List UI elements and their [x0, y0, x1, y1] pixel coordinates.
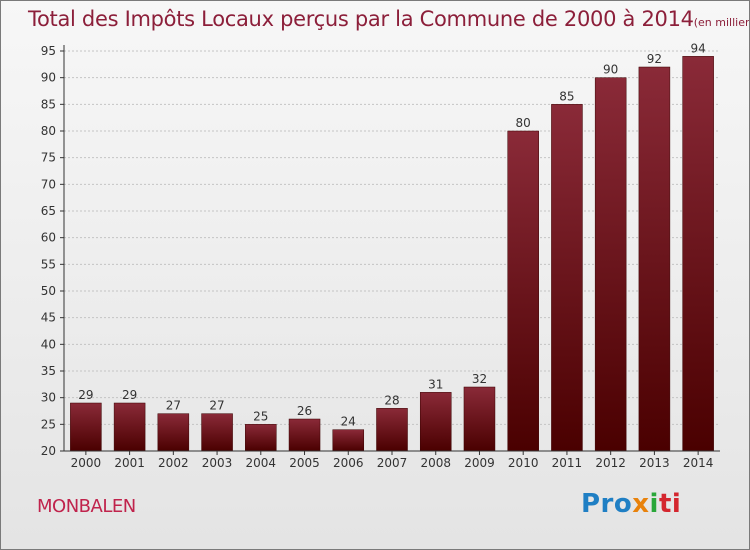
x-tick-label: 2010: [508, 456, 539, 470]
data-label: 94: [690, 41, 705, 55]
x-tick-label: 2001: [114, 456, 145, 470]
bar-2000: [70, 402, 102, 452]
y-tick-label: 65: [41, 204, 56, 218]
x-tick-label: 2000: [71, 456, 102, 470]
x-tick-label: 2007: [377, 456, 408, 470]
logo-part-2: x: [632, 489, 650, 519]
bar-2013: [638, 66, 671, 452]
bar-2008: [419, 392, 452, 452]
data-label: 32: [472, 372, 487, 386]
data-label: 92: [647, 52, 662, 66]
y-tick-label: 80: [41, 124, 56, 138]
data-label: 29: [122, 388, 137, 402]
bar-2001: [113, 402, 146, 452]
y-tick-label: 70: [41, 177, 56, 191]
x-tick-label: 2012: [595, 456, 626, 470]
bar-2010: [507, 130, 539, 452]
chart-unit: (en milliers d'€): [693, 16, 750, 29]
y-tick-label: 75: [41, 151, 56, 165]
data-label: 24: [341, 415, 356, 429]
logo-part-1: Pro: [581, 489, 633, 519]
data-label: 27: [166, 399, 181, 413]
x-tick-label: 2002: [158, 456, 189, 470]
logo-part-4: ti: [658, 489, 682, 519]
chart-title: Total des Impôts Locaux perçus par la Co…: [28, 7, 750, 31]
x-tick-label: 2006: [333, 456, 364, 470]
x-tick-label: 2011: [552, 456, 583, 470]
y-tick-label: 45: [41, 311, 56, 325]
x-tick-label: 2004: [246, 456, 277, 470]
y-tick-label: 85: [41, 97, 56, 111]
logo-part-3: i: [649, 489, 659, 519]
data-label: 25: [253, 409, 268, 423]
x-tick-label: 2013: [639, 456, 670, 470]
x-tick-label: 2014: [683, 456, 714, 470]
y-tick-label: 60: [41, 231, 56, 245]
bar-2005: [288, 418, 321, 452]
y-tick-label: 95: [41, 44, 56, 58]
bar-2004: [245, 424, 277, 452]
y-tick-label: 50: [41, 284, 56, 298]
bar-2014: [682, 56, 714, 452]
y-tick-label: 90: [41, 71, 56, 85]
data-label: 90: [603, 63, 618, 77]
bar-2011: [551, 104, 583, 452]
bar-2002: [157, 413, 190, 452]
data-label: 27: [209, 399, 224, 413]
bar-2009: [463, 386, 496, 452]
data-label: 31: [428, 377, 443, 391]
bar-2007: [376, 408, 408, 452]
x-tick-label: 2005: [289, 456, 320, 470]
commune-name: MONBALEN: [37, 496, 136, 517]
y-tick-label: 35: [41, 364, 56, 378]
data-label: 26: [297, 404, 312, 418]
y-tick-label: 20: [41, 444, 56, 458]
proxiti-logo: Proxiti: [581, 489, 681, 519]
chart-title-text: Total des Impôts Locaux perçus par la Co…: [28, 7, 694, 31]
x-tick-label: 2003: [202, 456, 233, 470]
data-label: 85: [559, 89, 574, 103]
data-label: 80: [516, 116, 531, 130]
y-tick-label: 40: [41, 337, 56, 351]
bar-2003: [201, 413, 233, 452]
x-tick-label: 2008: [420, 456, 451, 470]
data-label: 29: [78, 388, 93, 402]
bar-2012: [594, 77, 627, 452]
y-tick-label: 55: [41, 257, 56, 271]
data-label: 28: [384, 393, 399, 407]
y-tick-label: 25: [41, 417, 56, 431]
y-tick-label: 30: [41, 391, 56, 405]
x-tick-label: 2009: [464, 456, 495, 470]
bar-2006: [332, 429, 365, 452]
